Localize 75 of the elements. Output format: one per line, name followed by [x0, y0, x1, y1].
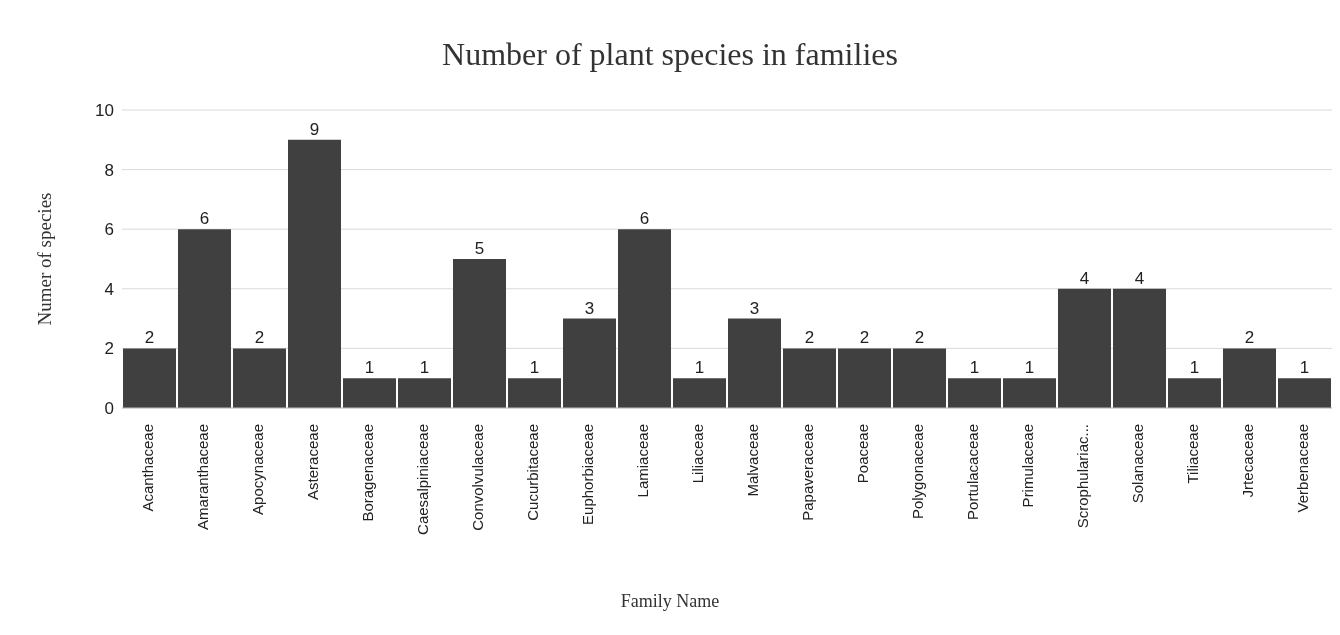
x-tick-label: Convolvulaceae [469, 424, 487, 531]
x-tick-label: Poaceae [854, 424, 872, 484]
y-tick-label: 10 [95, 101, 114, 121]
x-tick-label: Acanthaceae [139, 424, 157, 512]
data-label: 3 [749, 298, 760, 318]
bar [783, 348, 836, 408]
x-tick-label: Portulacaceae [964, 424, 982, 520]
data-label: 1 [694, 358, 705, 378]
data-label: 1 [1189, 358, 1200, 378]
x-tick-label: Solanaceae [1129, 424, 1147, 504]
data-label: 2 [914, 328, 925, 348]
x-tick-label: Liliaceae [689, 424, 707, 484]
data-label: 5 [474, 239, 485, 258]
y-axis-title: Numer of species [34, 191, 56, 328]
data-label: 3 [584, 298, 595, 318]
data-label: 9 [309, 119, 320, 139]
x-tick-label: Verbenaceae [1294, 424, 1312, 513]
bar [1113, 288, 1166, 408]
bar [838, 348, 891, 408]
bar [178, 229, 231, 408]
bar [398, 378, 451, 408]
y-tick-label: 2 [104, 339, 114, 359]
data-label: 4 [1134, 268, 1145, 288]
x-tick-label: Scrophulariac... [1074, 424, 1092, 529]
x-tick-label: Amaranthaceae [194, 424, 212, 530]
data-label: 1 [1299, 358, 1310, 378]
data-label: 1 [529, 358, 540, 378]
bar [123, 348, 176, 408]
data-label: 1 [969, 358, 980, 378]
data-label: 1 [1024, 358, 1035, 378]
y-tick-label: 4 [104, 279, 114, 299]
bar [1223, 348, 1276, 408]
y-tick-label: 6 [104, 220, 114, 240]
x-tick-label: Apocynaceae [249, 424, 267, 515]
bar [1003, 378, 1056, 408]
bar [948, 378, 1001, 408]
data-label: 6 [199, 209, 210, 229]
bar [893, 348, 946, 408]
data-label: 4 [1079, 268, 1090, 288]
bar [1168, 378, 1221, 408]
x-tick-label: Caesalpiniaceae [414, 424, 432, 535]
x-tick-label: Cucurbitaceae [524, 424, 542, 521]
x-tick-label: Asteraceae [304, 424, 322, 500]
x-tick-label: Malvaceae [744, 424, 762, 497]
data-label: 1 [419, 358, 430, 378]
x-tick-label: Boragenaceae [359, 424, 377, 522]
bar [343, 378, 396, 408]
x-tick-label: Papaveraceae [799, 424, 817, 521]
y-tick-label: 0 [104, 399, 114, 419]
x-tick-label: Polygonaceae [909, 424, 927, 520]
data-label: 2 [144, 328, 155, 348]
bar [563, 318, 616, 408]
bar [673, 378, 726, 408]
x-tick-label: Euphorbiaceae [579, 424, 597, 525]
bar [728, 318, 781, 408]
data-label: 2 [254, 328, 265, 348]
bar [453, 259, 506, 408]
data-label: 2 [1244, 328, 1255, 348]
x-tick-label: Primulaceae [1019, 424, 1037, 508]
data-label: 6 [639, 209, 650, 229]
bar [508, 378, 561, 408]
y-tick-label: 8 [104, 160, 114, 180]
bar [288, 139, 341, 408]
bar [233, 348, 286, 408]
x-tick-label: Lamiaceae [634, 424, 652, 498]
chart-title: Number of plant species in families [441, 36, 899, 73]
data-label: 1 [364, 358, 375, 378]
data-label: 2 [859, 328, 870, 348]
bar [618, 229, 671, 408]
data-label: 2 [804, 328, 815, 348]
x-tick-label: Jrtecaceae [1239, 424, 1257, 498]
x-axis-title: Family Name [619, 591, 721, 612]
bar [1278, 378, 1331, 408]
x-tick-label: Tiliaceae [1184, 424, 1202, 484]
bar [1058, 288, 1111, 408]
